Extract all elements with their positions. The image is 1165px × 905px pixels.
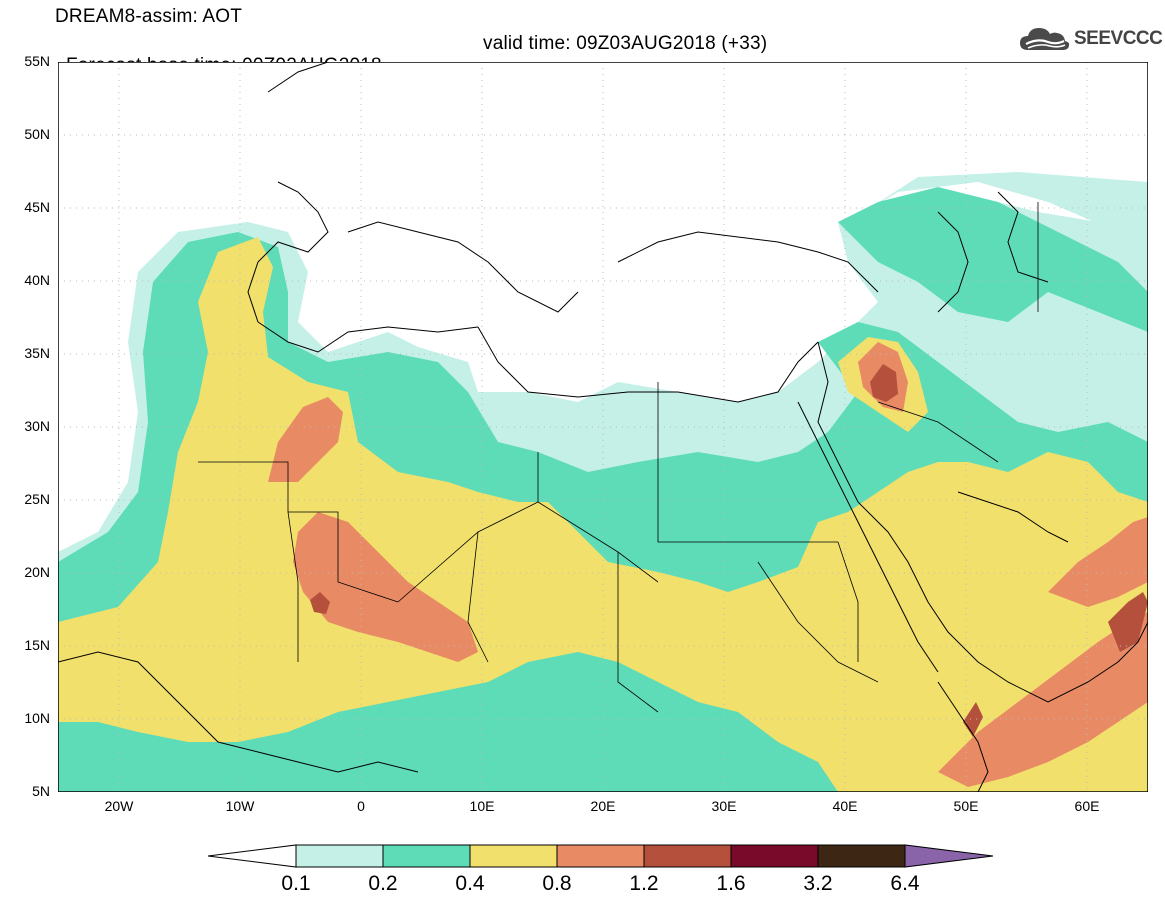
lat-label: 50N [24,126,50,142]
colorbar-swatch [382,844,471,868]
seevccc-logo: SEEVCCC [1018,22,1163,56]
lat-label: 45N [24,199,50,215]
colorbar-label: 6.4 [890,872,920,895]
colorbar-swatch [469,844,558,868]
colorbar-swatch [730,844,819,868]
colorbar-label: 0.1 [281,872,311,895]
aot-band-1.2-ethiopia [963,702,983,737]
lon-label: 10E [469,798,495,814]
colorbar-swatch [643,844,732,868]
colorbar-label: 3.2 [803,872,833,895]
aot-band-0.2-caspian [838,187,1148,332]
colorbar-label: 0.8 [542,872,572,895]
lon-label: 60E [1074,798,1100,814]
aot-band-0.4 [58,237,1148,792]
aot-band-0.8-morocco [268,397,343,482]
colorbar-label: 0.4 [455,872,485,895]
lat-label: 55N [24,53,50,69]
lon-label: 20W [104,798,134,814]
aot-band-1.2-arabia [1108,592,1148,652]
aot-band-0.8-oman [1048,517,1148,607]
lon-label: 30E [711,798,737,814]
aot-band-1.2-mali [310,592,330,614]
lon-label: 10W [225,798,255,814]
lat-label: 15N [24,637,50,653]
aot-band-1.2-iraq [870,364,898,402]
lat-label: 25N [24,491,50,507]
lat-label: 10N [24,710,50,726]
lat-label: 20N [24,564,50,580]
colorbar-label: 1.2 [629,872,659,895]
colorbar-swatch [817,844,906,868]
aot-map [58,62,1148,792]
colorbar [207,844,994,868]
lon-label: 20E [590,798,616,814]
country-borders [198,202,1039,713]
colorbar-swatch [295,844,384,868]
lon-label: 50E [953,798,979,814]
lat-label: 35N [24,345,50,361]
valid-time: valid time: 09Z03AUG2018 (+33) [483,33,768,54]
logo-text: SEEVCCC [1074,28,1163,49]
lon-label: 40E [832,798,858,814]
cloud-icon [1020,28,1070,50]
map-title: DREAM8-assim: AOT [55,6,243,27]
aot-band-0.1-caspian [848,172,1148,262]
colorbar-arrow-low [207,844,297,868]
lat-label: 40N [24,272,50,288]
lat-label: 5N [32,783,50,799]
aot-band-0.8-sahara [293,512,478,662]
colorbar-swatch [556,844,645,868]
lat-label: 30N [24,418,50,434]
lon-label: 0 [357,798,365,814]
coastlines [58,62,1148,792]
colorbar-label: 0.2 [368,872,398,895]
colorbar-label: 1.6 [716,872,746,895]
colorbar-arrow-high [904,844,994,868]
